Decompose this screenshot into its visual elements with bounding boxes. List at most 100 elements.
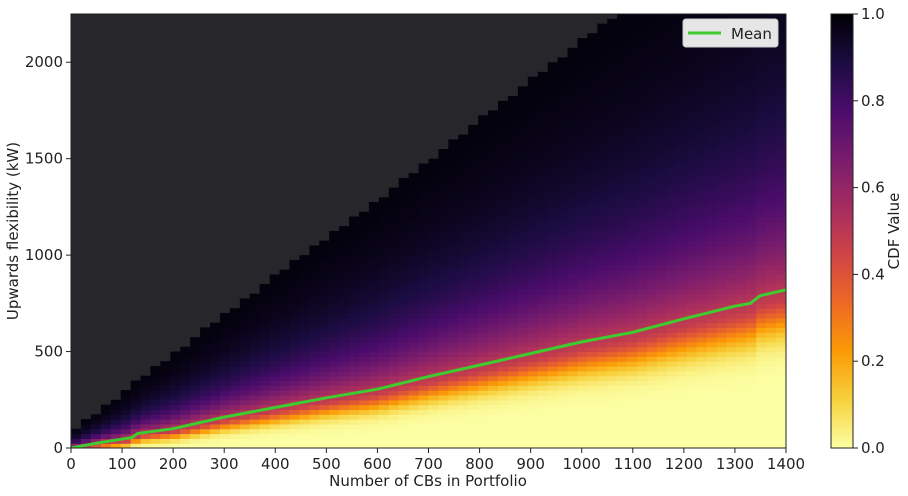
heatmap-cell (686, 419, 698, 425)
heatmap-cell (448, 197, 459, 203)
heatmap-cell (587, 168, 598, 174)
heatmap-cell (666, 71, 678, 78)
heatmap-cell (567, 419, 579, 425)
heatmap-cell (656, 433, 668, 439)
heatmap-cell (517, 211, 529, 218)
heatmap-cell (140, 375, 152, 382)
heatmap-cell (746, 95, 757, 102)
heatmap-cell (557, 255, 569, 261)
heatmap-cell (279, 366, 291, 372)
heatmap-cell (488, 231, 499, 237)
heatmap-cell (617, 264, 628, 271)
heatmap-cell (507, 144, 519, 150)
heatmap-cell (706, 115, 718, 121)
heatmap-cell (766, 414, 777, 420)
heatmap-cell (160, 399, 171, 406)
heatmap-cell (319, 356, 330, 362)
heatmap-cell (756, 433, 767, 439)
heatmap-cell (706, 351, 718, 357)
heatmap-cell (249, 298, 261, 304)
heatmap-cell (746, 57, 757, 63)
heatmap-cell (309, 269, 320, 275)
heatmap-cell (339, 284, 350, 290)
heatmap-cell (468, 433, 479, 439)
heatmap-cell (627, 67, 638, 73)
heatmap-cell (666, 394, 678, 401)
heatmap-cell (507, 139, 519, 145)
heatmap-cell (458, 346, 469, 353)
heatmap-cell (388, 269, 400, 275)
heatmap-cell (666, 438, 678, 444)
heatmap-cell (597, 404, 608, 411)
heatmap-cell (428, 303, 440, 309)
heatmap-cell (617, 120, 628, 126)
heatmap-cell (468, 139, 479, 145)
heatmap-cell (259, 312, 271, 319)
heatmap-cell (418, 361, 430, 367)
heatmap-cell (200, 414, 211, 420)
heatmap-cell (637, 120, 648, 126)
heatmap-cell (686, 182, 698, 189)
heatmap-cell (507, 120, 519, 126)
heatmap-cell (646, 443, 658, 448)
heatmap-cell (478, 414, 489, 420)
heatmap-cell (448, 366, 459, 372)
heatmap-cell (746, 67, 757, 73)
heatmap-cell (666, 231, 678, 237)
heatmap-cell (706, 182, 718, 189)
heatmap-cell (577, 312, 588, 319)
heatmap-cell (468, 255, 479, 261)
heatmap-cell (368, 332, 380, 338)
heatmap-cell (776, 370, 786, 377)
heatmap-cell (567, 284, 579, 290)
heatmap-cell (309, 255, 320, 261)
heatmap-cell (577, 255, 588, 261)
heatmap-cell (448, 404, 459, 411)
heatmap-cell (210, 390, 221, 396)
heatmap-cell (90, 433, 102, 439)
heatmap-cell (696, 202, 708, 208)
heatmap-cell (339, 438, 350, 444)
heatmap-cell (746, 366, 757, 372)
heatmap-cell (527, 341, 539, 348)
heatmap-cell (498, 231, 509, 237)
heatmap-cell (756, 62, 767, 68)
heatmap-cell (527, 110, 539, 116)
heatmap-cell (527, 163, 539, 169)
heatmap-cell (408, 351, 420, 357)
heatmap-cell (358, 419, 370, 425)
heatmap-cell (617, 76, 628, 83)
heatmap-cell (358, 380, 370, 386)
heatmap-cell (706, 129, 718, 136)
heatmap-cell (438, 423, 449, 430)
heatmap-cell (170, 409, 181, 415)
heatmap-cell (478, 279, 489, 285)
heatmap-cell (646, 341, 658, 348)
heatmap-cell (219, 443, 231, 448)
heatmap-cell (349, 404, 360, 411)
heatmap-cell (646, 293, 658, 300)
heatmap-cell (299, 356, 310, 362)
heatmap-cell (200, 390, 211, 396)
heatmap-cell (756, 351, 767, 357)
heatmap-cell (478, 351, 489, 357)
heatmap-cell (776, 250, 786, 256)
heatmap-cell (349, 438, 360, 444)
heatmap-cell (726, 428, 737, 435)
heatmap-cell (418, 288, 430, 295)
heatmap-cell (329, 409, 340, 415)
legend: Mean (682, 18, 779, 48)
heatmap-cell (577, 428, 588, 435)
heatmap-cell (408, 366, 420, 372)
heatmap-cell (239, 298, 251, 304)
heatmap-cell (319, 312, 330, 319)
heatmap-cell (766, 351, 777, 357)
heatmap-cell (776, 428, 786, 435)
heatmap-cell (368, 341, 380, 348)
heatmap-cell (537, 284, 549, 290)
heatmap-cell (776, 317, 786, 324)
heatmap-cell (736, 100, 747, 107)
heatmap-cell (517, 414, 529, 420)
heatmap-cell (656, 91, 668, 97)
heatmap-cell (776, 177, 786, 184)
